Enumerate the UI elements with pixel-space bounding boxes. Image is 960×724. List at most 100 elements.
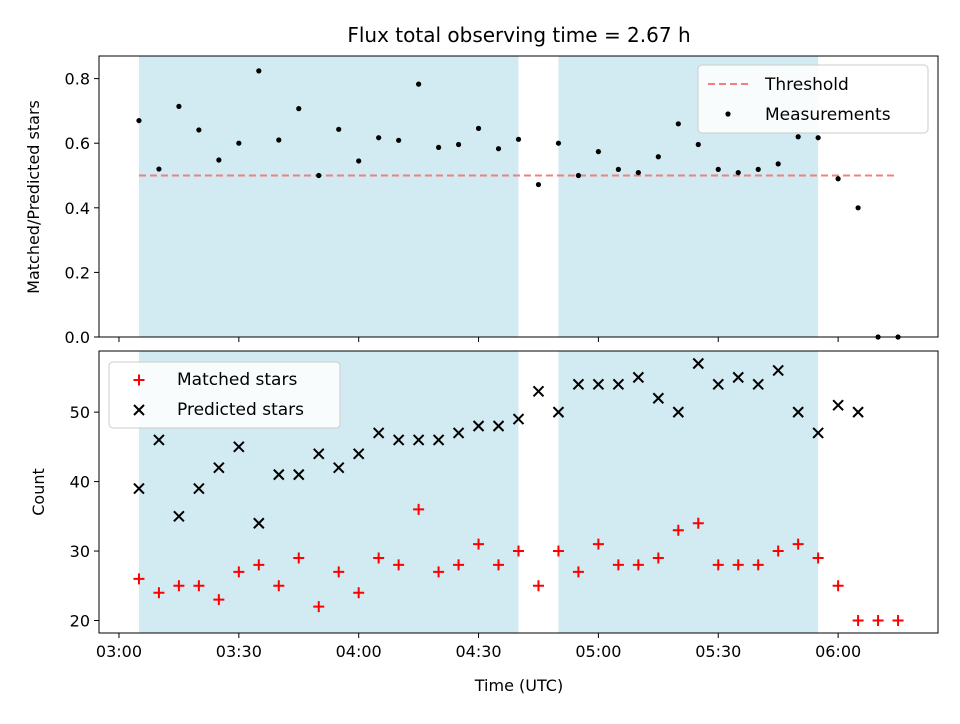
bottom-x-tick-label: 03:00: [96, 642, 142, 661]
predicted-star-point: [173, 510, 185, 523]
measurement-point: [515, 136, 522, 142]
top-y-tick-label: 0.0: [65, 328, 90, 347]
measurement-point: [535, 181, 542, 188]
predicted-star-point: [752, 378, 764, 391]
predicted-stars-legend-marker: [133, 404, 145, 416]
matched-star-point: [213, 594, 225, 606]
matched-star-point: [572, 566, 584, 578]
measurement-point: [795, 134, 801, 140]
matched-star-point: [872, 614, 884, 626]
predicted-star-point: [732, 371, 744, 384]
measurement-point: [336, 126, 342, 132]
top-x-tick-marks: [118, 337, 839, 342]
predicted-star-point: [492, 420, 505, 432]
matched-star-point: [333, 566, 345, 578]
measurement-point: [695, 141, 701, 148]
predicted-star-point: [213, 461, 225, 474]
predicted-star-point: [293, 468, 305, 481]
predicted-star-point: [273, 468, 285, 481]
predicted-star-point: [412, 434, 425, 446]
matched-star-point: [852, 614, 864, 626]
measurement-point: [376, 135, 382, 141]
measurement-point: [675, 121, 681, 127]
bottom-legend-box: [108, 361, 341, 429]
top-y-axis: 0.0 0.2 0.4 0.6 0.8: [65, 70, 99, 347]
bottom-legend: Matched stars Predicted stars: [108, 361, 341, 429]
predicted-star-point: [193, 482, 205, 495]
top-y-tick-label: 0.6: [65, 134, 90, 153]
threshold-legend-label: Threshold: [764, 75, 849, 95]
matched-star-point: [692, 517, 704, 529]
matched-stars-legend-marker: [133, 374, 145, 386]
top-y-tick-label: 0.4: [65, 199, 90, 218]
predicted-star-point: [652, 392, 665, 404]
matched-star-point: [632, 559, 644, 571]
predicted-star-point: [852, 406, 864, 418]
matched-star-point: [752, 559, 764, 571]
matched-star-point: [353, 587, 365, 599]
predicted-star-point: [572, 378, 585, 391]
bottom-y-tick-label: 20: [70, 611, 90, 630]
predicted-star-point: [672, 406, 685, 418]
predicted-star-point: [792, 406, 804, 418]
bottom-x-tick-label: 06:00: [815, 642, 861, 661]
predicted-star-point: [532, 385, 545, 397]
predicted-star-point: [392, 434, 405, 446]
matched-stars-series: [133, 503, 904, 626]
matched-star-point: [433, 566, 445, 578]
matched-star-point: [133, 573, 145, 585]
shaded-region-2: [558, 351, 819, 633]
measurement-point: [435, 144, 442, 151]
matched-star-point: [652, 552, 664, 564]
matched-star-point: [812, 552, 824, 564]
predicted-star-point: [352, 448, 365, 460]
predicted-star-point: [832, 399, 844, 411]
matched-star-point: [712, 559, 724, 571]
measurement-point: [316, 172, 322, 179]
bottom-y-tick-label: 30: [70, 542, 90, 561]
measurement-point: [455, 141, 462, 148]
predicted-stars-legend-label: Predicted stars: [177, 400, 304, 420]
measurement-point: [775, 161, 781, 167]
matched-star-point: [393, 559, 405, 571]
matched-star-point: [552, 545, 564, 557]
x-axis-label: Time (UTC): [474, 676, 563, 695]
bottom-y-axis-label: Count: [29, 468, 48, 516]
matched-star-point: [153, 587, 165, 599]
measurement-point: [416, 81, 422, 87]
measurement-point: [276, 137, 282, 143]
bottom-x-tick-label: 05:00: [575, 642, 621, 661]
measurement-point: [715, 166, 721, 172]
predicted-star-point: [552, 406, 565, 418]
measurement-point: [555, 140, 562, 146]
top-y-axis-label: Matched/Predicted stars: [24, 100, 43, 294]
matched-star-point: [792, 538, 804, 550]
measurement-point: [855, 205, 861, 211]
matched-star-point: [413, 503, 425, 515]
measurement-point: [635, 169, 641, 176]
measurement-point: [835, 176, 841, 182]
matched-star-point: [313, 601, 325, 613]
measurement-point: [615, 166, 621, 172]
bottom-x-tick-label: 04:00: [336, 642, 382, 661]
matched-star-point: [513, 545, 524, 557]
matched-star-point: [273, 580, 285, 592]
predicted-star-point: [812, 427, 824, 439]
bottom-x-tick-label: 05:30: [695, 642, 741, 661]
bottom-x-tick-label: 03:30: [216, 642, 262, 661]
measurement-point: [256, 68, 262, 74]
matched-star-point: [373, 552, 385, 564]
bottom-x-tick-label: 04:30: [455, 642, 501, 661]
matched-stars-legend-swatch: [133, 374, 145, 386]
shaded-region-1: [138, 56, 519, 337]
predicted-star-point: [372, 427, 385, 439]
top-y-tick-label: 0.8: [65, 70, 90, 89]
predicted-star-point: [512, 413, 525, 425]
measurement-point: [655, 154, 661, 160]
measurement-point: [296, 106, 302, 112]
matched-star-point: [293, 552, 305, 564]
predicted-stars-legend-swatch: [133, 404, 145, 416]
bottom-axes-frame: [98, 350, 939, 634]
predicted-star-point: [432, 434, 445, 446]
